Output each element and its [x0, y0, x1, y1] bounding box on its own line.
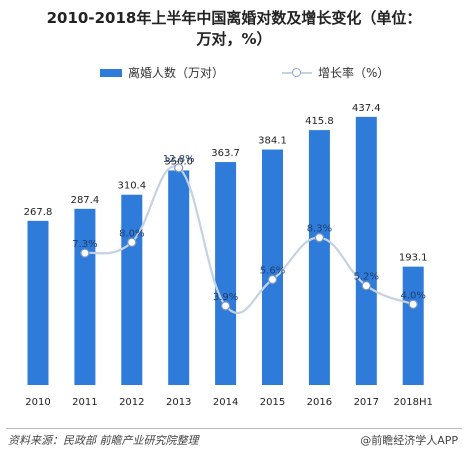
bar-label-2017: 437.4	[352, 103, 381, 114]
bar-2013	[168, 170, 190, 385]
legend-line-label: 增长率（%）	[318, 66, 390, 80]
rate-label-2018H1: 4.0%	[400, 290, 425, 301]
bar-label-2018H1: 193.1	[399, 253, 428, 264]
bar-label-2012: 310.4	[117, 181, 146, 192]
x-tick-2014: 2014	[213, 397, 238, 408]
rate-point-2015	[267, 274, 278, 285]
bar-2011	[74, 208, 96, 385]
bar-2018H1	[402, 266, 424, 385]
bar-2017	[355, 116, 377, 385]
rate-label-2016: 8.3%	[307, 224, 332, 235]
rate-point-2018H1	[408, 299, 418, 309]
x-tick-2011: 2011	[72, 397, 97, 408]
x-tick-2013: 2013	[166, 397, 191, 408]
bar-label-2010: 267.8	[24, 207, 53, 218]
x-tick-2017: 2017	[354, 397, 379, 408]
footer: 资料来源：民政部 前瞻产业研究院整理 @前瞻经济学人APP	[0, 428, 468, 452]
source-note: 资料来源：民政部 前瞻产业研究院整理	[8, 434, 199, 447]
bar-2012	[121, 194, 143, 385]
rate-point-2017	[361, 281, 371, 291]
legend-item-line: 增长率（%）	[282, 64, 389, 81]
rate-point-2012	[127, 237, 137, 247]
bar-label-2015: 384.1	[258, 136, 287, 147]
rate-point-2011	[80, 248, 90, 258]
x-tick-2016: 2016	[307, 397, 332, 408]
rate-label-2013: 12.8%	[163, 154, 195, 165]
legend-line-swatch	[282, 67, 312, 78]
x-tick-2012: 2012	[119, 397, 144, 408]
rate-point-2016	[314, 233, 324, 243]
legend-bar-swatch	[100, 68, 122, 77]
footer-divider	[6, 428, 462, 429]
bar-2016	[308, 130, 330, 385]
bar-2010	[27, 220, 49, 385]
rate-label-2015: 5.6%	[260, 266, 285, 277]
brand-credit: @前瞻经济学人APP	[360, 434, 458, 447]
x-tick-2015: 2015	[260, 397, 285, 408]
bar-label-2011: 287.4	[71, 195, 100, 206]
rate-label-2012: 8.0%	[119, 228, 144, 239]
x-tick-2018H1: 2018H1	[394, 397, 433, 408]
chart-title-line2: 万对，%）	[196, 30, 272, 48]
bar-2014	[215, 162, 237, 385]
legend-item-bar: 离婚人数（万对）	[100, 64, 224, 81]
chart-title-line1: 2010-2018年上半年中国离婚对数及增长变化（单位：	[46, 9, 422, 27]
rate-label-2014: 3.9%	[213, 292, 238, 303]
rate-label-2011: 7.3%	[72, 239, 97, 250]
growth-rate-line	[84, 165, 414, 315]
bar-2015	[262, 149, 283, 385]
x-tick-2010: 2010	[25, 397, 50, 408]
bar-label-2013: 350.0	[164, 156, 193, 167]
rate-label-2017: 5.2%	[354, 272, 379, 283]
legend-bar-label: 离婚人数（万对）	[128, 66, 225, 80]
rate-point-2014	[221, 301, 231, 311]
bar-label-2016: 415.8	[305, 116, 334, 127]
rate-point-2013	[174, 163, 184, 173]
bar-label-2014: 363.7	[211, 148, 240, 159]
legend: 离婚人数（万对） 增长率（%）	[0, 64, 468, 84]
chart-title: 2010-2018年上半年中国离婚对数及增长变化（单位： 万对，%）	[0, 8, 468, 50]
